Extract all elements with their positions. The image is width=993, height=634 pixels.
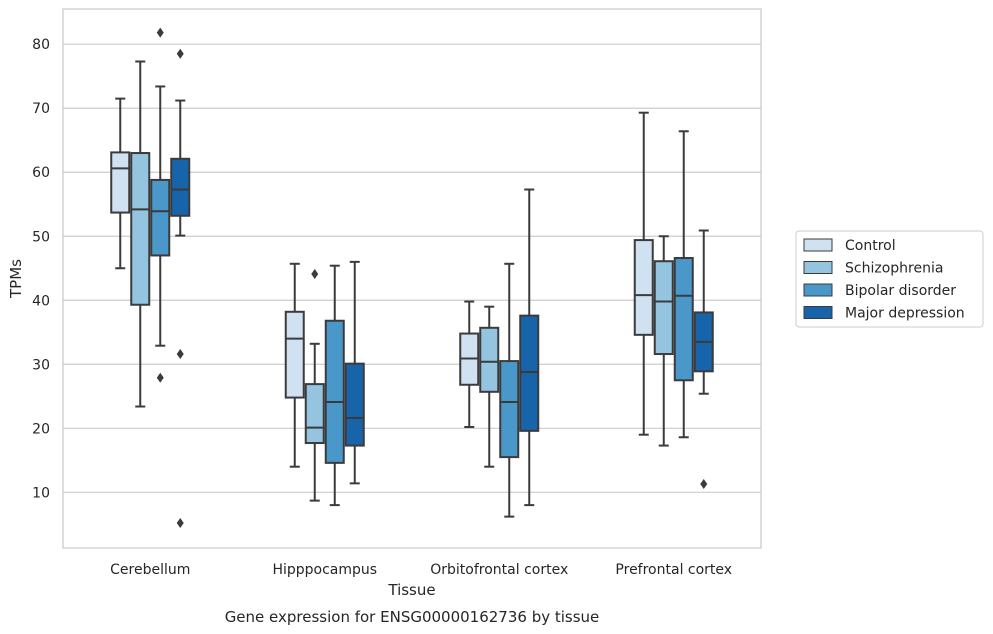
box-control — [284, 262, 305, 468]
y-tick-label: 70 — [32, 101, 50, 117]
box-iqr — [304, 383, 325, 445]
x-tick-label: Cerebellum — [110, 562, 190, 578]
legend-label: Schizophrenia — [845, 261, 943, 277]
box-iqr — [499, 360, 520, 459]
box-iqr — [344, 362, 365, 447]
box-iqr — [170, 157, 191, 217]
y-axis-ticks: 10 20 30 40 50 60 70 80 — [32, 37, 50, 501]
box-bipolar-disorder — [499, 262, 520, 518]
box-iqr — [284, 310, 305, 399]
box-control — [110, 97, 131, 270]
legend-swatch — [803, 261, 833, 274]
outlier-point — [176, 349, 184, 360]
box-iqr — [479, 326, 500, 393]
legend: Control Schizophrenia Bipolar disorder Majo… — [795, 230, 984, 328]
box-control — [459, 300, 480, 429]
legend-label: Bipolar disorder — [845, 283, 956, 299]
box-schizophrenia — [653, 235, 674, 447]
y-tick-label: 30 — [32, 357, 50, 373]
box-iqr — [673, 257, 694, 382]
box-schizophrenia — [304, 269, 325, 502]
figure-caption: Gene expression for ENSG00000162736 by t… — [225, 608, 600, 626]
legend-frame — [795, 230, 984, 328]
box-iqr — [130, 152, 151, 306]
outlier-point — [700, 478, 708, 489]
x-axis-ticks: Cerebellum Hipppocampus Orbitofrontal cort… — [110, 562, 732, 578]
x-tick-label: Orbitofrontal cortex — [430, 562, 568, 578]
outlier-point — [176, 48, 184, 59]
x-tick-label: Hipppocampus — [272, 562, 377, 578]
outlier-point — [311, 269, 319, 280]
legend-label: Control — [845, 238, 896, 254]
box-schizophrenia — [479, 305, 500, 468]
outlier-point — [156, 27, 164, 38]
box-major-depression — [519, 188, 540, 507]
legend-label: Major depression — [845, 306, 965, 322]
x-axis-label: Tissue — [387, 581, 435, 599]
plot-frame — [62, 8, 762, 549]
legend-swatch — [803, 283, 833, 297]
y-tick-label: 40 — [32, 293, 50, 309]
outlier-point — [176, 518, 184, 529]
box-major-depression — [170, 48, 191, 529]
box-iqr — [519, 314, 540, 432]
y-tick-label: 10 — [32, 485, 50, 501]
y-tick-label: 50 — [32, 229, 50, 245]
box-bipolar-disorder — [673, 130, 694, 439]
x-tick-label: Prefrontal cortex — [615, 562, 732, 578]
box-bipolar-disorder — [150, 27, 171, 383]
box-bipolar-disorder — [324, 264, 345, 507]
outlier-point — [156, 372, 164, 383]
y-tick-label: 80 — [32, 37, 50, 53]
box-control — [633, 111, 654, 436]
box-iqr — [633, 239, 654, 336]
box-iqr — [110, 151, 131, 214]
box-major-depression — [344, 260, 365, 485]
y-tick-label: 20 — [32, 421, 50, 437]
box-iqr — [653, 260, 674, 356]
box-iqr — [324, 319, 345, 464]
y-axis-label: TPMs — [7, 259, 25, 299]
box-major-depression — [693, 229, 714, 489]
legend-swatch — [803, 238, 833, 252]
boxes — [110, 27, 714, 529]
box-iqr — [150, 178, 171, 257]
box-schizophrenia — [130, 60, 151, 408]
legend-swatch — [803, 306, 833, 319]
y-tick-label: 60 — [32, 165, 50, 181]
